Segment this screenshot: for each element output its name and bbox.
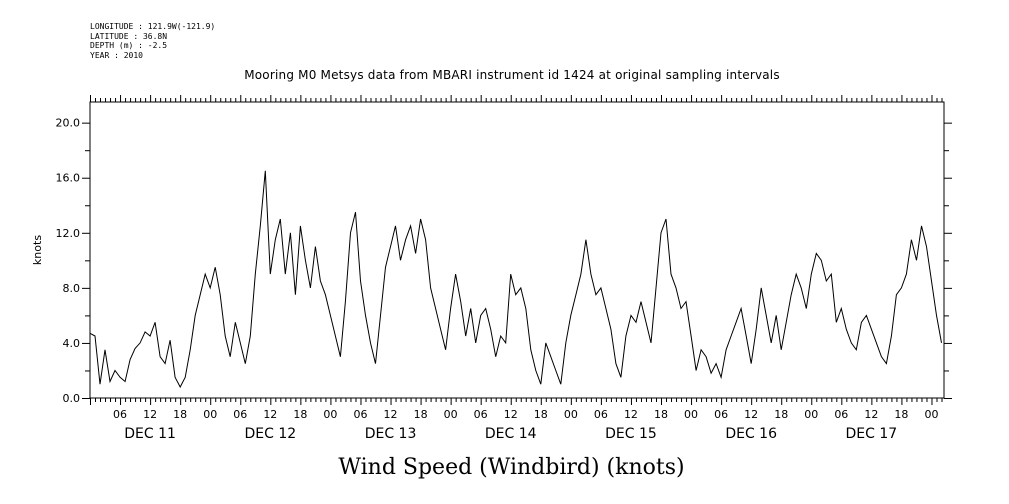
x-tick-label: 18	[414, 408, 428, 421]
meta-longitude: LONGITUDE : 121.9W(-121.9)	[90, 22, 216, 31]
chart-title: Wind Speed (Windbird) (knots)	[338, 455, 685, 480]
plot-title: Mooring M0 Metsys data from MBARI instru…	[244, 68, 780, 82]
meta-year: YEAR : 2010	[90, 50, 143, 60]
x-tick-label: 06	[834, 408, 848, 421]
x-tick-label: 00	[444, 408, 458, 421]
x-tick-label: 00	[804, 408, 818, 421]
x-tick-label: 06	[474, 408, 488, 421]
meta-depth: DEPTH (m) : -2.5	[90, 41, 168, 50]
x-tick-label: 18	[293, 408, 307, 421]
x-tick-label: 18	[774, 408, 788, 421]
x-tick-label: 12	[864, 408, 878, 421]
x-tick-label: 06	[353, 408, 367, 421]
x-tick-label: 12	[263, 408, 277, 421]
x-tick-label: 06	[714, 408, 728, 421]
metadata-block: LONGITUDE : 121.9W(-121.9) LATITUDE : 36…	[90, 22, 215, 60]
x-tick-label: 00	[684, 408, 698, 421]
y-tick-label: 4.0	[63, 337, 81, 350]
x-tick-label: 12	[744, 408, 758, 421]
x-day-label: DEC 14	[485, 426, 537, 442]
x-tick-label: 18	[173, 408, 187, 421]
y-axis-label: knots	[31, 235, 44, 265]
plot-frame	[89, 101, 945, 399]
x-day-label: DEC 12	[244, 426, 296, 442]
x-tick-label: 06	[233, 408, 247, 421]
x-day-label: DEC 11	[124, 426, 176, 442]
y-tick-label: 12.0	[56, 227, 81, 240]
x-day-label: DEC 16	[725, 426, 777, 442]
x-tick-label: 12	[143, 408, 157, 421]
x-tick-label: 00	[564, 408, 578, 421]
x-tick-label: 00	[924, 408, 938, 421]
x-tick-label: 06	[594, 408, 608, 421]
x-day-label: DEC 13	[365, 426, 417, 442]
y-tick-label: 0.0	[63, 392, 81, 405]
x-tick-label: 18	[654, 408, 668, 421]
y-tick-label: 8.0	[63, 282, 81, 295]
x-tick-label: 12	[384, 408, 398, 421]
x-day-label: DEC 15	[605, 426, 657, 442]
x-tick-label: 00	[323, 408, 337, 421]
x-tick-label: 12	[624, 408, 638, 421]
wind-speed-line	[89, 170, 942, 389]
y-tick-label: 16.0	[56, 172, 81, 185]
x-tick-label: 18	[534, 408, 548, 421]
x-tick-label: 00	[203, 408, 217, 421]
meta-latitude: LATITUDE : 36.8N	[90, 31, 168, 41]
y-tick-label: 20.0	[56, 117, 81, 130]
x-tick-label: 18	[894, 408, 908, 421]
x-tick-label: 12	[504, 408, 518, 421]
x-tick-label: 06	[113, 408, 127, 421]
x-day-label: DEC 17	[846, 426, 898, 442]
